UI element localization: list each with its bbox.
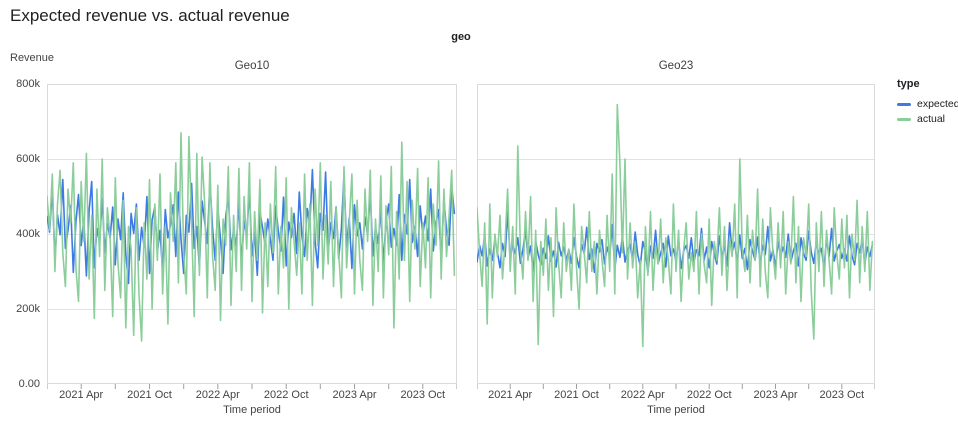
x-axis-tick-labels: 2021 Apr 2021 Oct 2022 Apr 2022 Oct 2023 Apr… — [47, 389, 457, 402]
x-axis-tick-labels: 2021 Apr 2021 Oct 2022 Apr 2022 Oct 2023 Apr… — [477, 389, 875, 402]
x-tick-label: 2023 Oct — [400, 389, 446, 401]
x-tick-label: 2022 Apr — [195, 389, 240, 401]
page-title: Expected revenue vs. actual revenue — [10, 6, 290, 25]
legend-item-actual: actual — [897, 112, 958, 126]
facet-geo23: Geo23 2021 Apr 2021 Oct 2022 Apr 2022 Oct 20… — [477, 60, 875, 424]
x-tick-label: 2022 Oct — [263, 389, 309, 401]
legend-item-expected: expected — [897, 97, 958, 111]
expected-line-swatch — [897, 102, 911, 106]
y-tick-label: 200k — [16, 303, 40, 315]
x-tick-label: 2023 Apr — [753, 389, 798, 401]
legend-title: type — [897, 78, 920, 90]
line-chart-plot[interactable] — [477, 84, 875, 390]
x-tick-label: 2023 Oct — [819, 389, 865, 401]
facet-title: Geo23 — [658, 60, 694, 72]
facet-title: Geo10 — [234, 60, 270, 72]
x-axis-title: Time period — [647, 404, 705, 416]
line-chart-plot[interactable] — [47, 84, 457, 390]
x-tick-label: 2023 Apr — [332, 389, 377, 401]
x-tick-label: 2021 Oct — [554, 389, 599, 401]
y-tick-label: 800k — [16, 78, 40, 90]
x-tick-label: 2021 Apr — [59, 389, 104, 401]
x-axis-title: Time period — [223, 404, 281, 416]
facet-dimension-label: geo — [451, 31, 471, 43]
x-tick-label: 2022 Oct — [686, 389, 732, 401]
legend-item-label: expected — [917, 98, 958, 110]
actual-line-swatch — [897, 117, 911, 121]
legend: type expected actual — [897, 78, 958, 127]
x-tick-label: 2021 Oct — [127, 389, 172, 401]
legend-item-label: actual — [917, 113, 946, 125]
y-tick-label: 400k — [16, 228, 40, 240]
facet-geo10: Geo10 2021 Apr 2021 Oct 2022 Apr 2022 Oct 20… — [47, 60, 457, 424]
y-tick-label: 600k — [16, 153, 40, 165]
x-tick-label: 2022 Apr — [620, 389, 665, 401]
y-axis-title: Revenue — [10, 52, 55, 64]
y-tick-label: 0.00 — [18, 378, 40, 390]
x-tick-label: 2021 Apr — [488, 389, 533, 401]
